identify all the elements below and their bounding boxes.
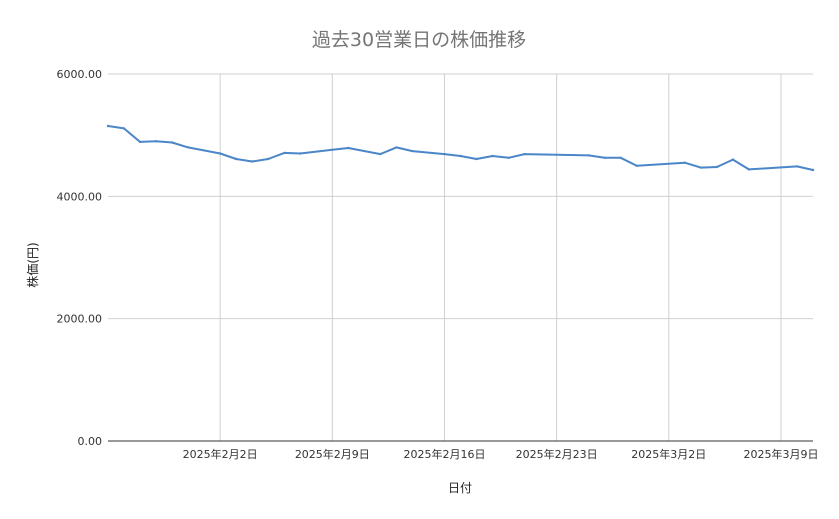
data-point xyxy=(635,164,638,167)
y-axis-label: 株価(円) xyxy=(25,242,40,287)
data-point xyxy=(587,154,590,157)
x-tick-label: 2025年2月9日 xyxy=(295,447,370,461)
x-axis-label: 日付 xyxy=(448,481,472,495)
data-point xyxy=(795,165,799,168)
data-point xyxy=(235,157,238,161)
data-point xyxy=(186,146,190,149)
data-point xyxy=(603,156,606,159)
data-point xyxy=(683,161,686,164)
x-tick-label: 2025年3月2日 xyxy=(631,447,706,461)
data-point xyxy=(299,152,302,155)
y-tick-label: 0.00 xyxy=(78,435,103,448)
data-point xyxy=(331,148,334,151)
data-point xyxy=(491,154,494,158)
y-tick-label: 2000.00 xyxy=(57,313,103,326)
data-point xyxy=(138,140,142,144)
data-point xyxy=(523,152,526,156)
data-point xyxy=(395,146,398,149)
chart-title: 過去30営業日の株価推移 xyxy=(312,29,526,51)
x-tick-label: 2025年2月23日 xyxy=(516,447,598,461)
data-point xyxy=(411,149,414,153)
data-point xyxy=(379,152,382,156)
gridlines xyxy=(108,73,813,441)
data-point xyxy=(347,146,350,150)
data-point xyxy=(122,127,126,130)
series-group xyxy=(106,124,815,172)
data-point xyxy=(715,165,719,169)
data-point xyxy=(731,158,735,161)
x-tick-label: 2025年3月9日 xyxy=(743,447,818,461)
data-point xyxy=(170,141,174,144)
x-tick-label: 2025年2月2日 xyxy=(183,447,258,461)
data-point xyxy=(267,157,270,161)
data-point xyxy=(283,151,286,155)
x-tick-label: 2025年2月16日 xyxy=(403,447,485,461)
data-point xyxy=(475,157,478,161)
x-axis-ticks: 2025年2月2日 2025年2月9日 2025年2月16日 2025年2月23日 20… xyxy=(183,447,819,461)
data-point xyxy=(154,140,158,143)
data-point xyxy=(106,124,110,128)
data-point xyxy=(747,168,751,171)
data-point xyxy=(443,152,446,156)
y-tick-label: 6000.00 xyxy=(57,68,103,81)
series-line xyxy=(107,125,814,171)
data-point xyxy=(811,168,815,172)
data-point xyxy=(251,160,254,163)
data-point xyxy=(459,154,462,158)
data-point xyxy=(699,166,702,169)
y-tick-label: 4000.00 xyxy=(57,190,103,203)
data-point xyxy=(619,156,622,159)
data-point xyxy=(219,152,222,155)
data-point xyxy=(507,156,510,159)
y-axis-ticks: 0.00 2000.00 4000.00 6000.00 xyxy=(57,68,103,448)
